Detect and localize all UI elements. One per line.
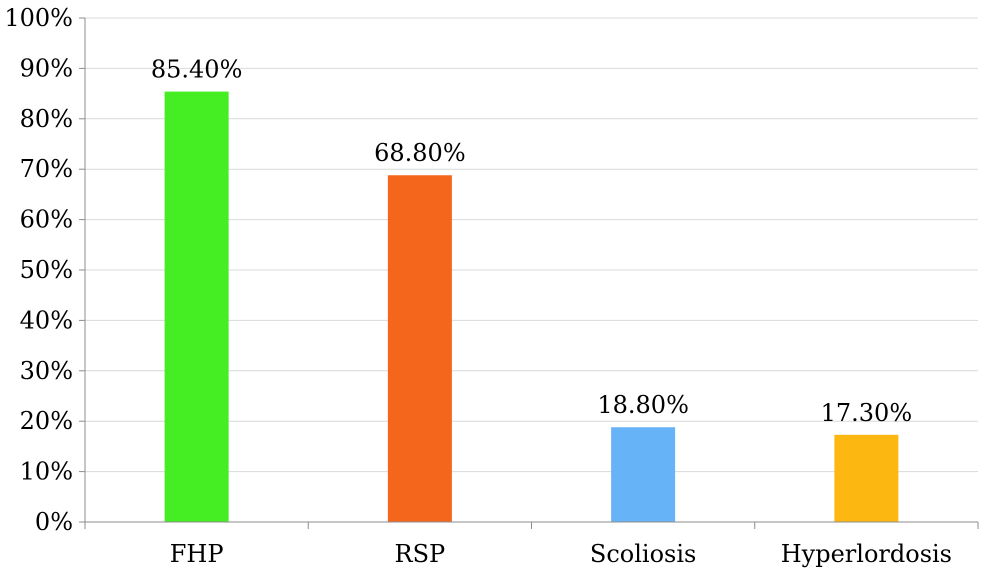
bars xyxy=(164,91,899,523)
y-tick-label: 80% xyxy=(20,105,73,133)
data-label-hyperlordosis: 17.30% xyxy=(821,399,913,427)
data-label-rsp: 68.80% xyxy=(374,139,466,167)
x-tick-label-rsp: RSP xyxy=(395,540,446,568)
y-tick-label: 10% xyxy=(20,458,73,486)
axes xyxy=(79,17,979,529)
y-tick-label: 60% xyxy=(20,206,73,234)
bar-scoliosis xyxy=(611,427,676,522)
y-tick-label: 50% xyxy=(20,256,73,284)
bar-fhp xyxy=(164,91,229,523)
y-axis-tick-labels: 0% 10% 20% 30% 40% 50% 60% 70% 80% 90% 100% xyxy=(4,4,73,536)
data-label-scoliosis: 18.80% xyxy=(597,391,689,419)
y-tick-label: 70% xyxy=(20,155,73,183)
x-tick-label-fhp: FHP xyxy=(170,540,224,568)
bar-rsp xyxy=(387,175,452,523)
y-tick-label: 100% xyxy=(4,4,73,32)
y-tick-label: 40% xyxy=(20,306,73,334)
data-labels: 85.40% 68.80% 18.80% 17.30% xyxy=(151,56,912,427)
x-tick-label-hyperlordosis: Hyperlordosis xyxy=(781,540,952,568)
y-tick-label: 30% xyxy=(20,357,73,385)
x-axis-tick-labels: FHP RSP Scoliosis Hyperlordosis xyxy=(170,540,952,568)
y-tick-label: 90% xyxy=(20,54,73,82)
y-tick-label: 0% xyxy=(35,508,73,536)
x-tick-label-scoliosis: Scoliosis xyxy=(590,540,696,568)
gridlines xyxy=(85,17,978,473)
y-tick-label: 20% xyxy=(20,407,73,435)
bar-hyperlordosis xyxy=(834,434,899,522)
data-label-fhp: 85.40% xyxy=(151,56,243,84)
